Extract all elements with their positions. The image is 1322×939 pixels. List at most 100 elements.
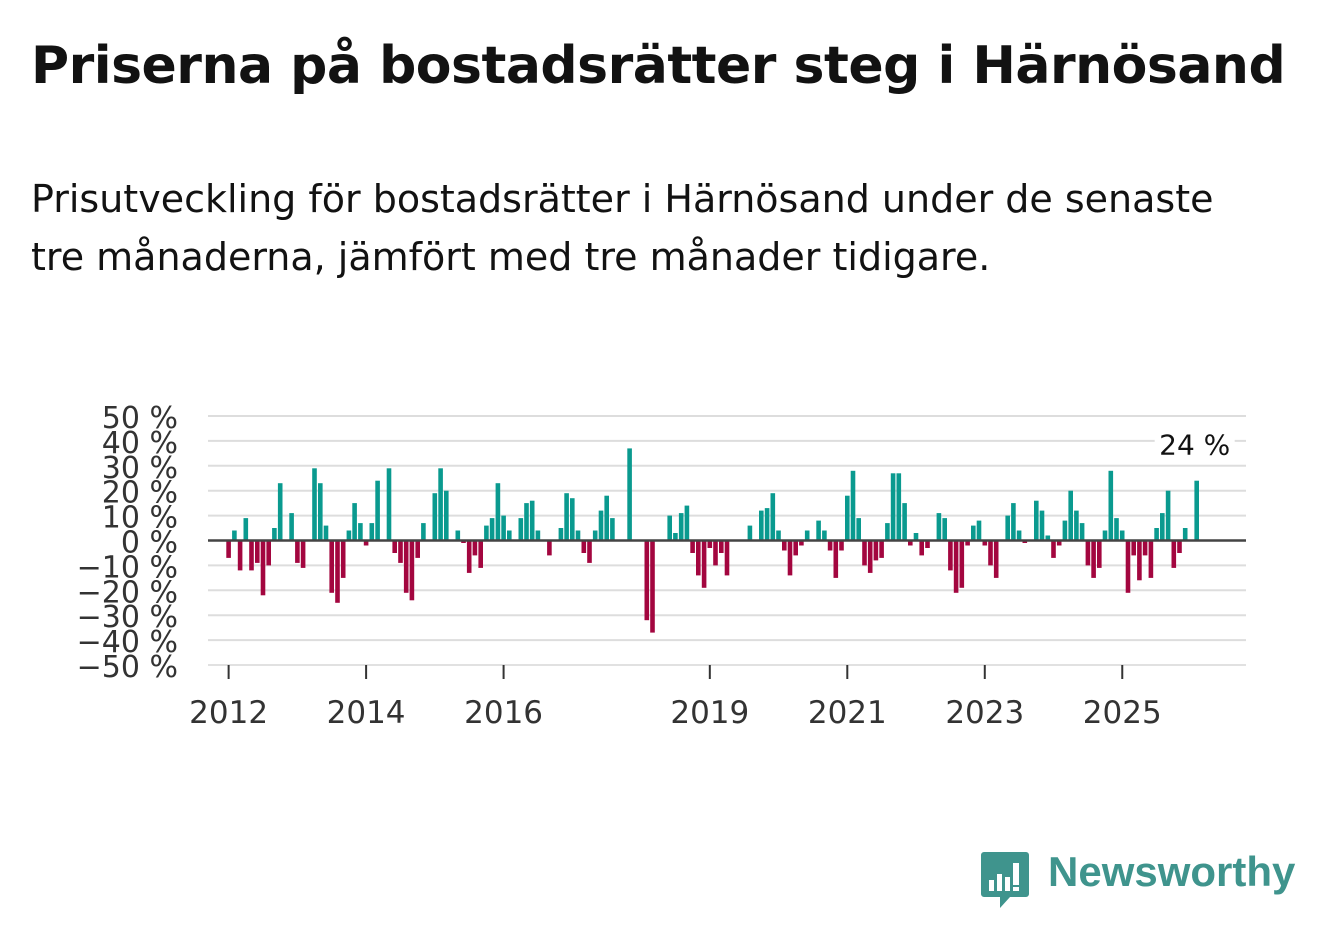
x-axis-ticks: 2012 2014 2016 2019 2021 2023 2025 bbox=[189, 665, 1162, 731]
bar bbox=[358, 523, 363, 541]
y-tick-label: 10 % bbox=[102, 501, 178, 536]
y-tick-label: 50 % bbox=[102, 401, 178, 436]
chart-subtitle: Prisutveckling för bostadsrätter i Härnö… bbox=[31, 177, 1214, 279]
bar bbox=[1085, 540, 1091, 566]
bar bbox=[971, 525, 976, 541]
bar bbox=[444, 490, 449, 541]
bar bbox=[925, 540, 930, 548]
bar bbox=[1165, 490, 1171, 541]
bar bbox=[478, 540, 483, 568]
bar bbox=[793, 540, 798, 556]
bar bbox=[466, 540, 472, 573]
bar bbox=[707, 540, 713, 548]
x-tick-label: 2012 bbox=[189, 695, 268, 731]
bar bbox=[1056, 540, 1062, 546]
bar bbox=[535, 530, 541, 541]
bar bbox=[403, 540, 409, 593]
x-tick-label: 2019 bbox=[670, 695, 749, 731]
bar bbox=[644, 540, 650, 621]
bar bbox=[610, 518, 615, 541]
bar bbox=[908, 540, 913, 546]
bar bbox=[799, 540, 804, 546]
chart-title: Priserna på bostadsrätter steg i Härnösa… bbox=[31, 36, 1286, 96]
bar bbox=[1062, 520, 1068, 541]
bar bbox=[455, 530, 461, 541]
bar bbox=[369, 523, 375, 541]
bar bbox=[982, 540, 988, 546]
bar bbox=[232, 530, 237, 541]
bar bbox=[501, 515, 506, 541]
bar bbox=[965, 540, 970, 546]
bar bbox=[627, 448, 632, 541]
bar bbox=[1034, 500, 1039, 541]
bar bbox=[1091, 540, 1096, 578]
bar bbox=[581, 540, 587, 553]
bar bbox=[667, 515, 672, 541]
bar bbox=[650, 540, 655, 633]
bar bbox=[243, 518, 249, 541]
bar bbox=[1131, 540, 1136, 556]
bar bbox=[879, 540, 884, 558]
bar bbox=[959, 540, 965, 588]
annotation-label: 24 % bbox=[1159, 429, 1230, 462]
bar bbox=[575, 530, 581, 541]
bar bbox=[839, 540, 844, 551]
last-value-annotation: 24 % bbox=[1154, 426, 1235, 463]
bar bbox=[386, 468, 392, 541]
bar bbox=[673, 533, 678, 541]
brand-name: Newsworthy bbox=[1048, 848, 1296, 895]
bar bbox=[598, 510, 604, 541]
bar bbox=[558, 528, 564, 541]
bar bbox=[993, 540, 999, 578]
bar bbox=[902, 503, 907, 541]
bar bbox=[1114, 518, 1119, 541]
bar bbox=[289, 513, 294, 541]
bar bbox=[529, 500, 535, 541]
bar bbox=[696, 540, 701, 576]
bar bbox=[770, 493, 776, 541]
y-tick-label: 0 % bbox=[121, 526, 178, 561]
bar bbox=[421, 523, 426, 541]
bar bbox=[948, 540, 953, 571]
bar bbox=[237, 540, 243, 571]
y-tick-label: 40 % bbox=[102, 426, 178, 461]
bar bbox=[472, 540, 478, 556]
bar bbox=[604, 495, 609, 541]
bar bbox=[1051, 540, 1056, 558]
bar bbox=[255, 540, 260, 563]
bar bbox=[1068, 490, 1073, 541]
y-tick-label: −50 % bbox=[77, 650, 178, 685]
bar bbox=[942, 518, 947, 541]
annotation-background bbox=[1154, 426, 1235, 463]
bar bbox=[438, 468, 443, 541]
bar bbox=[415, 540, 420, 558]
bar bbox=[862, 540, 867, 566]
bar bbox=[484, 525, 489, 541]
bar bbox=[759, 510, 764, 541]
bar bbox=[1148, 540, 1154, 578]
bar bbox=[323, 525, 329, 541]
bar bbox=[1108, 470, 1114, 541]
bar bbox=[346, 530, 352, 541]
bar bbox=[845, 495, 850, 541]
bar bbox=[890, 473, 896, 541]
bar bbox=[953, 540, 959, 593]
bar bbox=[570, 498, 575, 541]
bar bbox=[896, 473, 902, 541]
bar bbox=[1074, 510, 1079, 541]
bar bbox=[1177, 540, 1182, 553]
bar bbox=[363, 540, 369, 546]
bar bbox=[713, 540, 718, 566]
bar bbox=[856, 518, 861, 541]
bar bbox=[432, 493, 438, 541]
bar bbox=[850, 470, 856, 541]
bar bbox=[1045, 535, 1051, 541]
bar bbox=[1182, 528, 1188, 541]
bar bbox=[277, 483, 283, 541]
y-tick-label: −40 % bbox=[77, 625, 178, 660]
bar bbox=[409, 540, 415, 601]
bar bbox=[678, 513, 684, 541]
x-tick-label: 2021 bbox=[808, 695, 887, 731]
newsworthy-logo-icon bbox=[981, 852, 1029, 908]
bar bbox=[1160, 513, 1165, 541]
